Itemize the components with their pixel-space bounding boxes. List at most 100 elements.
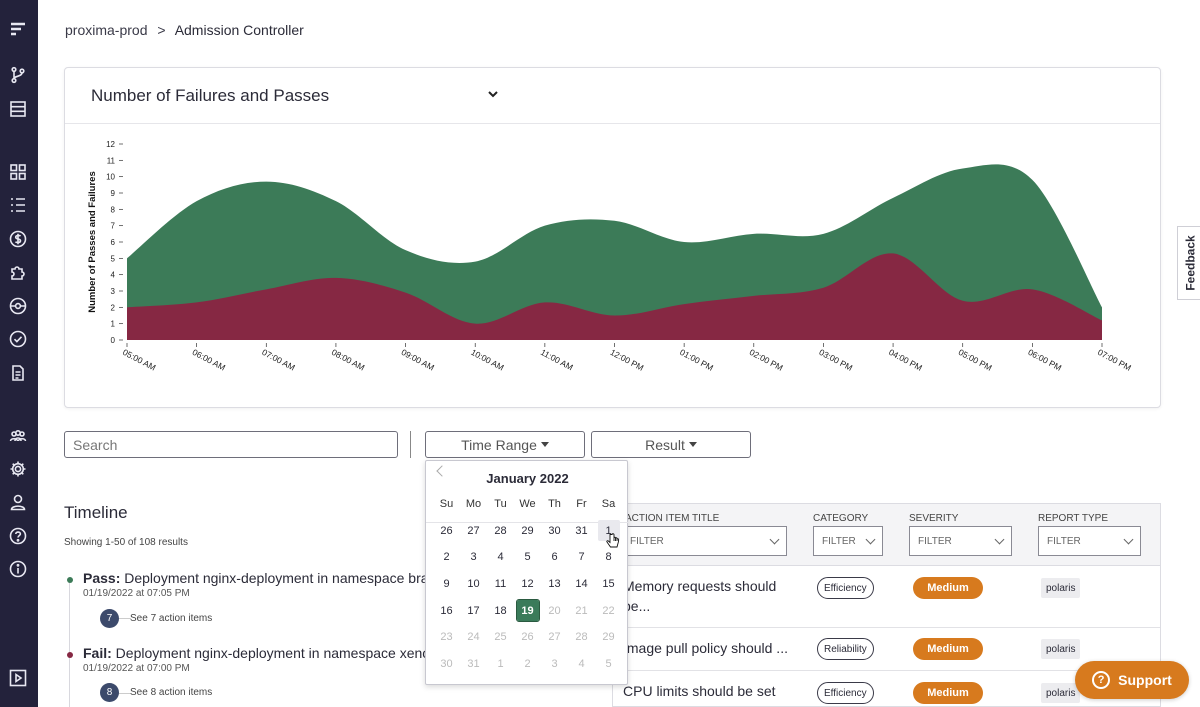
team-icon[interactable] [8,426,28,446]
header-action-item-title: ACTION ITEM TITLE [625,513,720,524]
calendar-day-selected[interactable]: 19 [514,597,541,624]
support-button[interactable]: ? Support [1075,661,1189,699]
calendar-day[interactable]: 14 [568,571,595,598]
calendar-day-number: 7 [578,551,585,564]
x-tick-label: 06:00 PM [1026,347,1063,373]
calendar-day[interactable]: 26 [433,518,460,545]
feedback-tab[interactable]: Feedback [1177,226,1200,300]
calendar-day-number: 4 [497,551,504,564]
pass-status-dot [67,577,73,583]
date-picker-popup: January 2022 Su Mo Tu We Th Fr Sa 26 27 28 29 30 31 1… [425,460,629,685]
add-ons-puzzle-icon[interactable] [8,262,28,282]
calendar-day[interactable]: 2 [433,544,460,571]
calendar-day[interactable]: 13 [541,571,568,598]
calendar-header-divider [426,522,629,523]
table-row[interactable]: Memory requests should be... Efficiency … [613,566,1160,628]
header-severity: SEVERITY [909,513,959,524]
see-action-items-link[interactable]: See 7 action items [130,613,213,624]
table-row[interactable]: Image pull policy should ... Reliability… [613,628,1160,671]
chevron-down-icon[interactable] [485,86,501,102]
calendar-day-number: 30 [548,524,561,537]
report-type-filter-select[interactable]: FILTER [1038,526,1141,556]
calendar-day[interactable]: 8 [595,544,622,571]
calendar-day[interactable]: 5 [514,544,541,571]
calendar-day[interactable]: 11 [487,571,514,598]
x-tick-label: 06:00 AM [191,347,227,373]
timeline-result-count: Showing 1-50 of 108 results [64,537,188,548]
calendar-day: 24 [460,624,487,651]
calendar-day-number: 10 [467,578,480,591]
calendar-day[interactable]: 16 [433,597,460,624]
day-of-week-header: Fr [576,498,587,511]
calendar-day[interactable]: 4 [487,544,514,571]
calendar-day: 26 [514,624,541,651]
support-label: Support [1118,672,1172,688]
x-tick-label: 10:00 AM [469,347,505,373]
calendar-day-number: 20 [548,604,561,617]
calendar-day[interactable]: 17 [460,597,487,624]
repositories-icon[interactable] [8,296,28,316]
calendar-day: 29 [595,624,622,651]
breadcrumb-org-link[interactable]: proxima-prod [65,22,148,38]
breadcrumb-separator: > [157,22,166,38]
calendar-day[interactable]: 15 [595,571,622,598]
see-action-items-link[interactable]: See 8 action items [130,687,213,698]
calendar-day[interactable]: 12 [514,571,541,598]
calendar-day[interactable]: 3 [460,544,487,571]
result-label: Result [645,436,685,453]
table-header: ACTION ITEM TITLE CATEGORY SEVERITY REPO… [613,504,1160,566]
settings-gear-icon[interactable] [8,459,28,479]
failures-area-series [127,253,1102,340]
calendar-day-number: 5 [524,551,531,564]
calendar-day: 4 [568,651,595,678]
y-tick-label: 3 [111,287,116,296]
calendar-day: 27 [541,624,568,651]
title-filter-select[interactable]: FILTER [621,526,787,556]
timeline-item-heading: Pass: Deployment nginx-deployment in nam… [83,570,443,586]
time-range-dropdown[interactable]: Time Range [425,431,585,458]
calendar-day[interactable]: 31 [568,518,595,545]
calendar-day[interactable]: 30 [541,518,568,545]
category-filter-select[interactable]: FILTER [813,526,883,556]
calendar-day[interactable]: 10 [460,571,487,598]
branch-icon[interactable] [8,65,28,85]
cost-icon[interactable] [8,229,28,249]
calendar-day[interactable]: 28 [487,518,514,545]
table-row[interactable]: CPU limits should be set Efficiency Medi… [613,671,1160,706]
fairwinds-logo-icon[interactable] [8,20,28,40]
info-icon[interactable] [8,559,28,579]
chevron-down-icon [1123,534,1134,544]
x-tick-label: 03:00 PM [817,347,854,373]
search-input[interactable] [64,431,398,458]
dashboard-icon[interactable] [8,162,28,182]
calendar-month-title: January 2022 [486,471,569,486]
caret-down-icon [688,442,697,447]
calendar-day[interactable]: 6 [541,544,568,571]
calendar-day[interactable]: 7 [568,544,595,571]
cluster-list-icon[interactable] [8,99,28,119]
action-items-table: ACTION ITEM TITLE CATEGORY SEVERITY REPO… [612,503,1161,707]
calendar-day[interactable]: 29 [514,518,541,545]
day-of-week-header: We [519,498,536,511]
calendar-day-number: 6 [551,551,558,564]
calendar-day[interactable]: 18 [487,597,514,624]
user-profile-icon[interactable] [8,492,28,512]
help-question-icon[interactable] [8,526,28,546]
severity-filter-select[interactable]: FILTER [909,526,1012,556]
policy-check-icon[interactable] [8,329,28,349]
expand-sidebar-icon[interactable] [8,668,28,688]
y-tick-label: 10 [106,173,115,182]
action-items-icon[interactable] [8,195,28,215]
calendar-day-number: 11 [494,578,507,591]
day-of-week-header: Tu [494,498,507,511]
y-axis-label: Number of Passes and Failures [87,171,98,313]
calendar-day[interactable]: 9 [433,571,460,598]
calendar-day-number: 27 [548,631,561,644]
calendar-day[interactable]: 27 [460,518,487,545]
time-range-label: Time Range [461,436,537,453]
result-dropdown[interactable]: Result [591,431,751,458]
timeline-connector [117,693,131,694]
calendar-day: 2 [514,651,541,678]
reports-icon[interactable] [8,363,28,383]
